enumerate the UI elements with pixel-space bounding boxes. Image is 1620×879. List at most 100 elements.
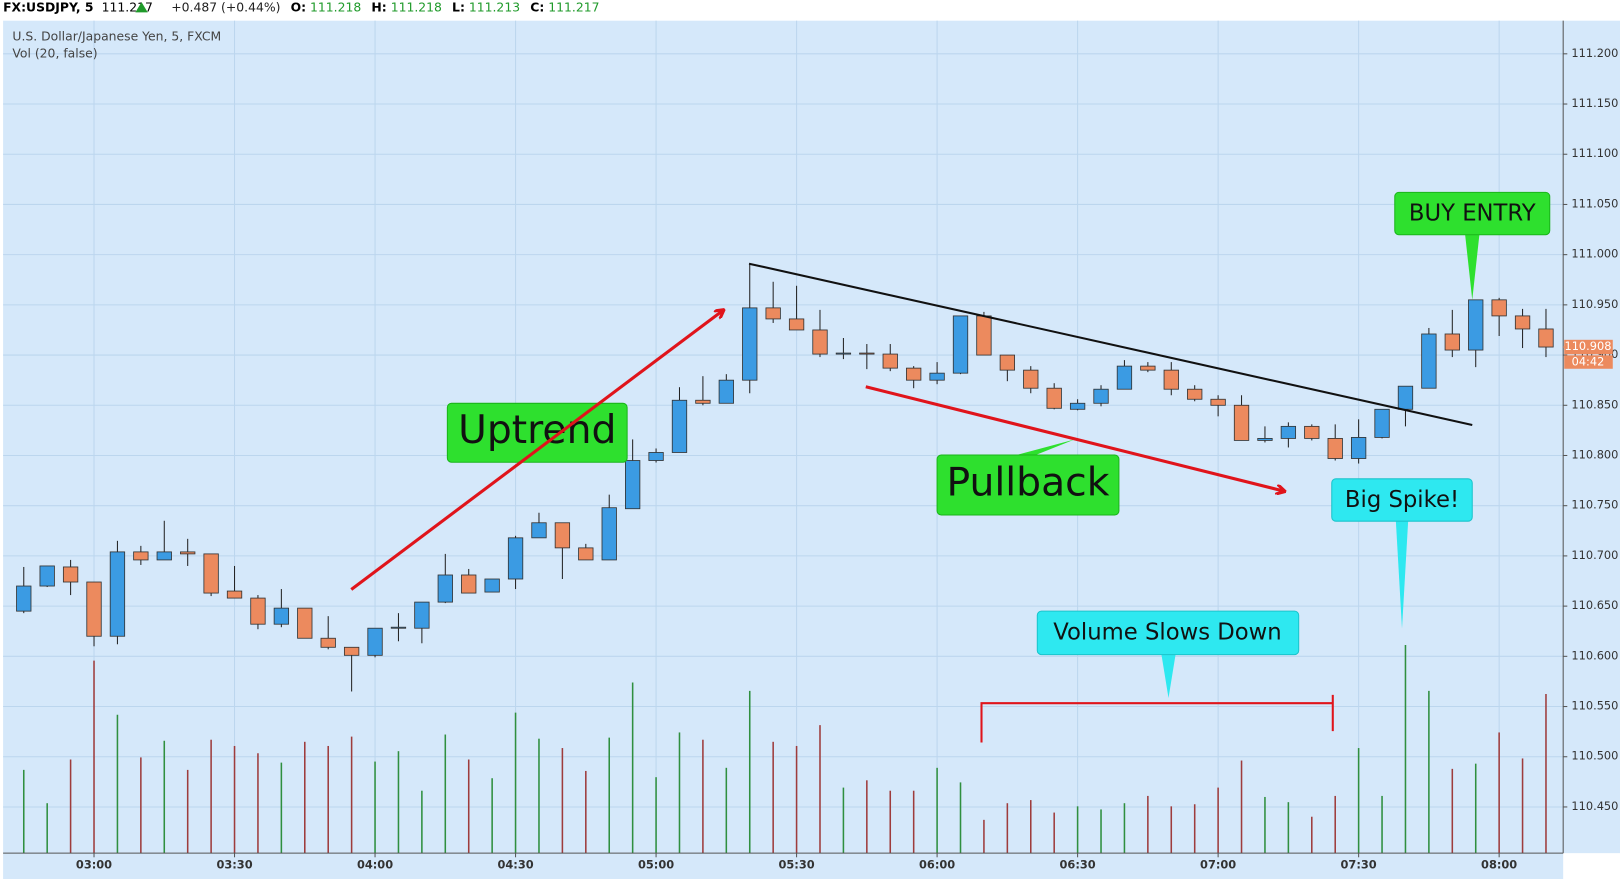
candle-body [1421, 333, 1437, 389]
candle-body [882, 353, 898, 369]
candle-body [1046, 387, 1062, 409]
candle-body [1069, 402, 1086, 410]
y-tick-label: 110.950 [1571, 297, 1618, 311]
candle-body [976, 315, 992, 356]
buy-pointer [1465, 233, 1480, 300]
o-label: O: [291, 0, 306, 14]
candle-body [1350, 437, 1367, 459]
candle-body [578, 547, 594, 561]
candle-body [601, 507, 617, 561]
y-tick-label: 111.150 [1571, 96, 1618, 110]
candle-body [695, 399, 711, 404]
candle-body [86, 581, 102, 637]
l-label: L: [452, 0, 465, 14]
candle-body [1257, 438, 1273, 441]
y-tick-label: 110.850 [1571, 397, 1618, 411]
candle-body [226, 590, 243, 599]
pullback-box [936, 454, 1120, 516]
uptrend-arrow [350, 310, 723, 591]
last-price-label: 110.908 [1564, 339, 1611, 353]
candle-body [133, 551, 149, 561]
candle-body [1327, 438, 1343, 459]
candle-body [414, 601, 430, 629]
candle-body [788, 318, 805, 331]
candle-body [367, 627, 383, 656]
symbol: FX:USDJPY, 5 [3, 0, 93, 14]
y-tick-label: 110.550 [1571, 699, 1618, 713]
time-axis [3, 853, 1564, 879]
o-value: 111.218 [310, 0, 361, 14]
candle-body [1397, 385, 1414, 410]
candle-layer [16, 264, 1554, 692]
candle-body [1233, 404, 1250, 441]
candle-body [1444, 333, 1460, 351]
spike-box [1331, 478, 1473, 522]
candle-body [1140, 365, 1156, 371]
x-tick-label: 04:00 [357, 858, 393, 872]
y-tick-label: 111.100 [1571, 146, 1618, 160]
volume-layer [22, 645, 1547, 854]
y-tick-label: 110.800 [1571, 447, 1618, 461]
candle-body [1514, 315, 1531, 330]
change: +0.487 (+0.44%) [171, 0, 280, 14]
spike-pointer [1395, 520, 1409, 629]
legend-instrument: U.S. Dollar/Japanese Yen, 5, FXCM [12, 29, 221, 44]
buy-box [1394, 191, 1551, 236]
candle-body [952, 315, 969, 374]
candle-body [929, 372, 945, 381]
y-tick-label: 111.000 [1571, 247, 1618, 261]
candle-body [1093, 388, 1109, 404]
candle-body [62, 566, 79, 583]
x-tick-label: 08:00 [1481, 858, 1517, 872]
x-tick-label: 06:00 [919, 858, 955, 872]
candle-body [765, 307, 781, 320]
y-tick-label: 110.700 [1571, 548, 1618, 562]
candle-body [1374, 408, 1390, 438]
c-value: 111.217 [548, 0, 599, 14]
x-tick-label: 03:00 [76, 858, 112, 872]
candle-body [906, 367, 922, 381]
candle-body [250, 597, 266, 625]
y-tick-label: 110.500 [1571, 749, 1618, 763]
candle-body [507, 537, 524, 580]
countdown-label: 04:42 [1572, 355, 1605, 369]
candle-body [156, 551, 172, 561]
candle-body [461, 574, 477, 594]
candle-body [484, 578, 500, 593]
up-triangle [135, 2, 148, 13]
candle-body [1023, 369, 1039, 389]
candle-body [16, 585, 32, 612]
volume-label: Volume Slows Down [1053, 619, 1281, 645]
y-tick-label: 111.200 [1571, 46, 1618, 60]
trendline [748, 262, 1473, 427]
candle-body [39, 565, 55, 587]
candle-body [390, 626, 407, 629]
x-tick-label: 05:30 [779, 858, 815, 872]
legend-volume: Vol (20, false) [12, 45, 97, 60]
volume-bracket [980, 694, 1334, 743]
c-label: C: [530, 0, 544, 14]
h-label: H: [371, 0, 386, 14]
candle-body [1468, 299, 1484, 351]
x-tick-label: 07:30 [1341, 858, 1377, 872]
candle-body [671, 399, 688, 453]
grid [3, 20, 1564, 854]
candle-body [297, 607, 313, 639]
candle-body [1538, 328, 1554, 348]
y-tick-label: 111.050 [1571, 196, 1618, 210]
y-tick-label: 110.600 [1571, 648, 1618, 662]
x-tick-label: 03:30 [216, 858, 252, 872]
y-tick-label: 110.650 [1571, 598, 1618, 612]
x-tick-label: 07:00 [1200, 858, 1236, 872]
x-tick-label: 05:00 [638, 858, 674, 872]
candle-body [203, 553, 219, 594]
candle-body [343, 646, 360, 656]
candle-body [531, 522, 547, 539]
candle-body [1116, 365, 1133, 390]
header: FX:USDJPY, 5 111.217 +0.487 (+0.44%) O: … [3, 0, 599, 14]
volume-pointer [1161, 653, 1176, 699]
candle-body [180, 551, 196, 555]
volume-box [1036, 610, 1300, 656]
candle-body [859, 352, 875, 355]
